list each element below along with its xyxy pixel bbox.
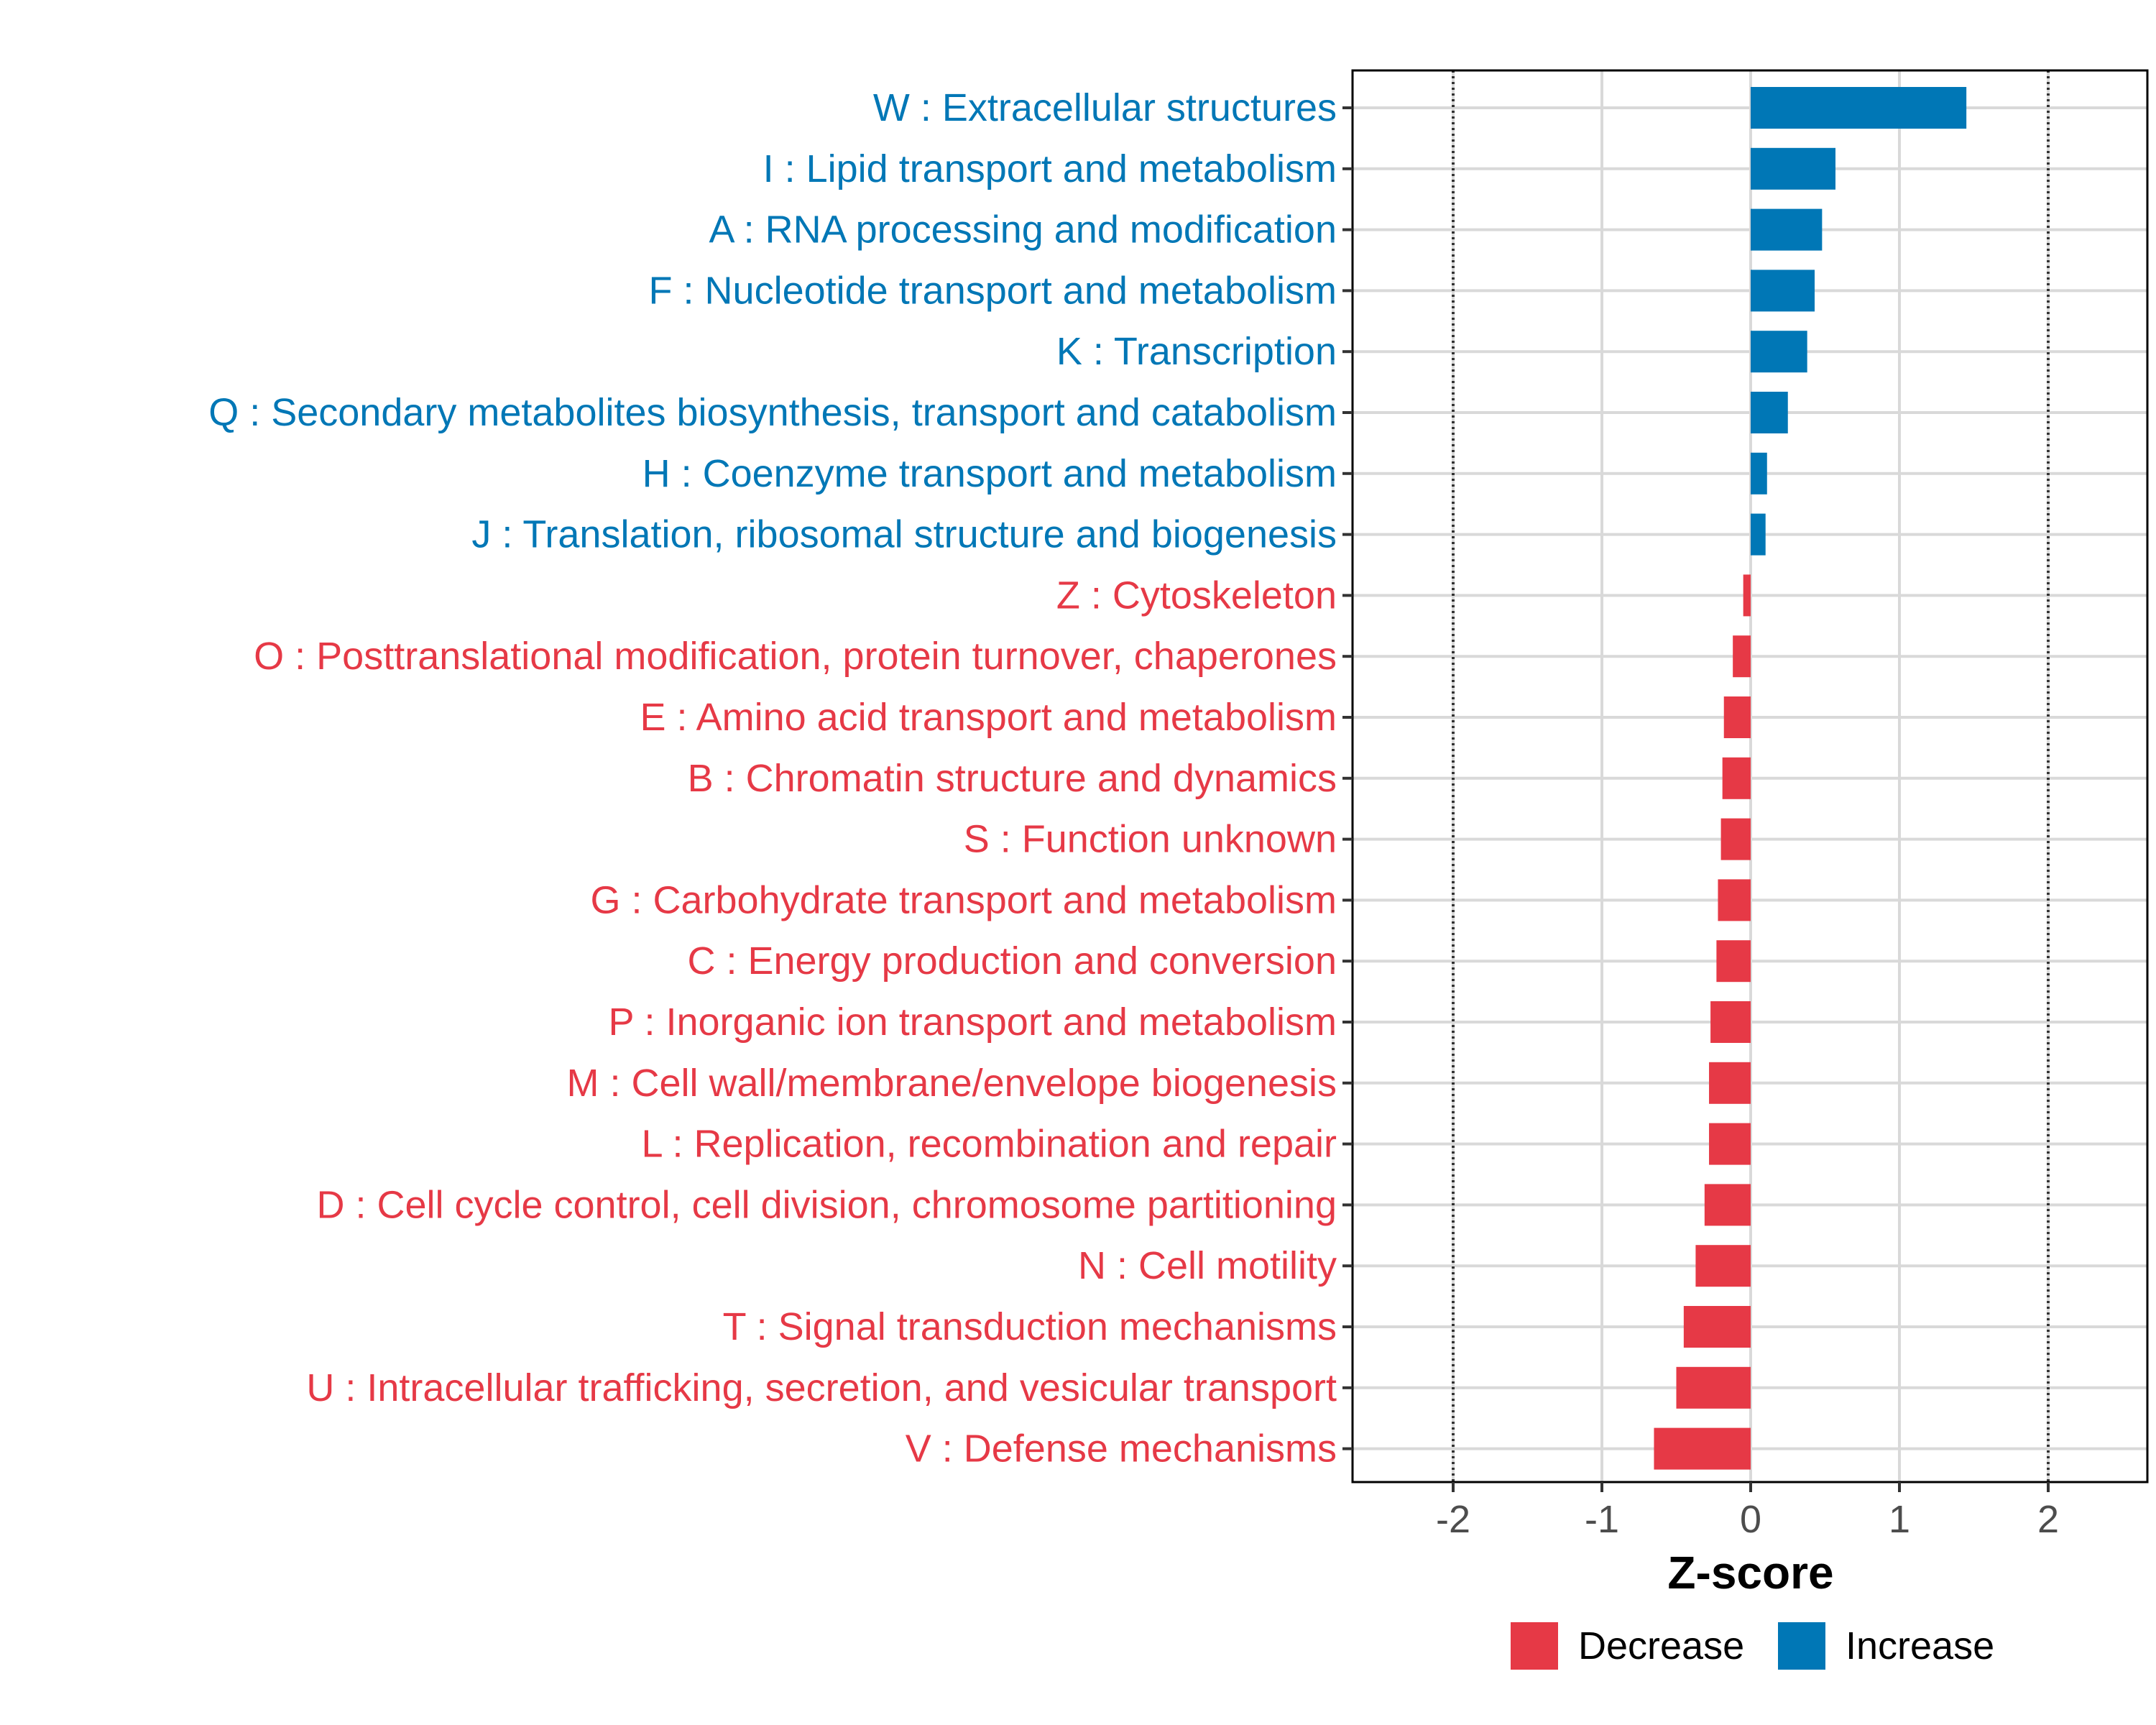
legend-key-decrease <box>1511 1622 1558 1670</box>
bar <box>1751 513 1766 556</box>
category-label: W : Extracellular structures <box>873 86 1337 129</box>
category-label: Z : Cytoskeleton <box>1056 574 1337 617</box>
bars <box>1654 87 1967 1470</box>
category-label: T : Signal transduction mechanisms <box>723 1305 1337 1348</box>
x-tick-labels: -2 -1 0 1 2 <box>1436 1498 2059 1541</box>
bar <box>1751 331 1807 373</box>
x-axis-title: Z-score <box>1667 1547 1833 1598</box>
bar <box>1751 87 1967 129</box>
category-label: H : Coenzyme transport and metabolism <box>642 452 1337 495</box>
legend-key-increase <box>1778 1622 1825 1670</box>
category-label: U : Intracellular trafficking, secretion… <box>306 1366 1337 1409</box>
bar <box>1722 757 1751 799</box>
bar <box>1718 879 1751 921</box>
bar <box>1751 208 1823 251</box>
category-label: F : Nucleotide transport and metabolism <box>649 269 1337 312</box>
category-label: S : Function unknown <box>964 818 1337 861</box>
bar <box>1654 1427 1751 1470</box>
category-label: E : Amino acid transport and metabolism <box>640 696 1337 739</box>
category-label: I : Lipid transport and metabolism <box>763 147 1337 190</box>
bar <box>1720 818 1751 860</box>
x-tick-label: -2 <box>1436 1498 1470 1541</box>
bar <box>1751 147 1835 190</box>
bar <box>1704 1184 1751 1226</box>
x-axis-ticks <box>1452 1482 2050 1492</box>
category-label: M : Cell wall/membrane/envelope biogenes… <box>566 1062 1337 1105</box>
bar <box>1751 392 1788 433</box>
bar <box>1743 574 1751 617</box>
bar <box>1716 940 1751 983</box>
category-label: J : Translation, ribosomal structure and… <box>471 513 1337 556</box>
bar <box>1709 1123 1751 1165</box>
bar <box>1723 696 1751 738</box>
category-label: K : Transcription <box>1056 330 1337 373</box>
legend: Decrease Increase <box>1511 1622 1994 1670</box>
bar <box>1676 1366 1751 1409</box>
category-label: A : RNA processing and modification <box>709 208 1337 252</box>
bar <box>1710 1001 1751 1043</box>
bar <box>1733 635 1751 678</box>
category-label: B : Chromatin structure and dynamics <box>688 757 1337 800</box>
category-labels: W : Extracellular structures I : Lipid tr… <box>208 86 1337 1471</box>
category-label: L : Replication, recombination and repai… <box>641 1123 1337 1166</box>
bar <box>1751 270 1815 312</box>
category-label: P : Inorganic ion transport and metaboli… <box>608 1000 1337 1044</box>
legend-label-increase: Increase <box>1846 1624 1994 1668</box>
x-tick-label: -1 <box>1585 1498 1619 1541</box>
category-label: C : Energy production and conversion <box>687 939 1337 983</box>
y-axis-ticks <box>1342 106 1353 1450</box>
x-tick-label: 0 <box>1740 1498 1761 1541</box>
legend-label-decrease: Decrease <box>1578 1624 1744 1668</box>
category-label: N : Cell motility <box>1078 1244 1337 1287</box>
category-label: Q : Secondary metabolites biosynthesis, … <box>208 391 1337 434</box>
x-tick-label: 2 <box>2037 1498 2059 1541</box>
bar <box>1683 1306 1751 1348</box>
bar <box>1709 1062 1751 1104</box>
x-tick-label: 1 <box>1889 1498 1910 1541</box>
bar <box>1695 1245 1751 1287</box>
category-label: V : Defense mechanisms <box>906 1427 1337 1471</box>
category-label: O : Posttranslational modification, prot… <box>254 635 1337 678</box>
bar <box>1751 452 1767 494</box>
category-label: D : Cell cycle control, cell division, c… <box>316 1183 1337 1226</box>
category-label: G : Carbohydrate transport and metabolis… <box>591 878 1337 921</box>
